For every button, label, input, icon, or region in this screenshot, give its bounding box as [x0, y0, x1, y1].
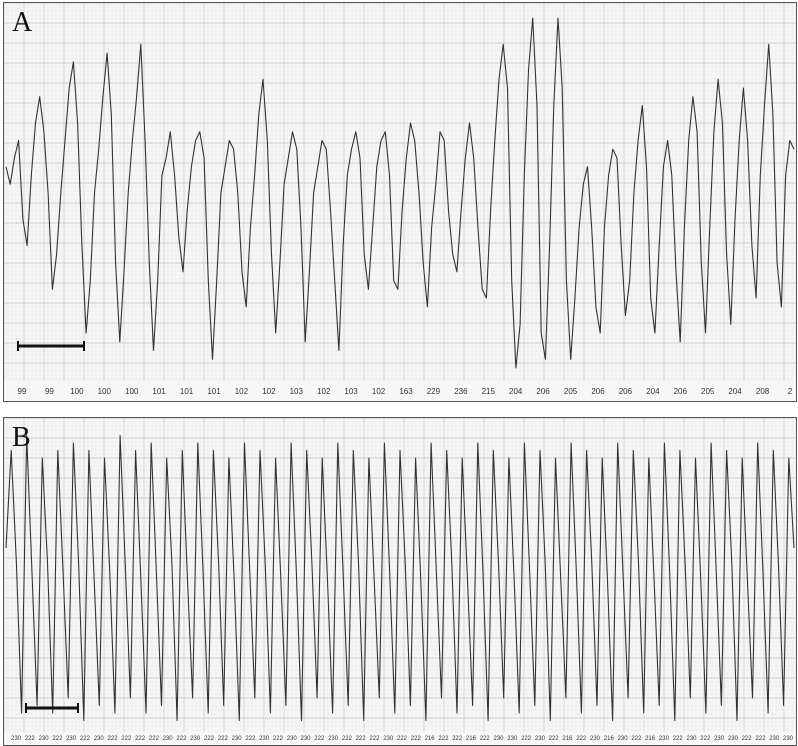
interval-label: 230	[590, 736, 601, 742]
interval-label: 222	[342, 736, 353, 742]
interval-label: 208	[756, 387, 770, 396]
interval-label: 236	[454, 387, 468, 396]
interval-label: 222	[25, 736, 36, 742]
interval-label: 222	[673, 736, 684, 742]
interval-label: 103	[344, 387, 358, 396]
interval-label: 206	[536, 387, 550, 396]
interval-label: 230	[163, 736, 174, 742]
interval-label: 222	[397, 736, 408, 742]
interval-label: 230	[507, 736, 518, 742]
interval-label: 204	[509, 387, 523, 396]
ecg-trace	[5, 434, 795, 722]
interval-label: 229	[427, 387, 441, 396]
interval-label: 230	[659, 736, 670, 742]
interval-label: 222	[218, 736, 229, 742]
interval-label: 216	[425, 736, 436, 742]
interval-label: 222	[121, 736, 132, 742]
interval-label: 222	[245, 736, 256, 742]
interval-label: 222	[521, 736, 532, 742]
interval-label: 222	[204, 736, 215, 742]
interval-label: 230	[686, 736, 697, 742]
interval-label: 215	[482, 387, 496, 396]
interval-label: 205	[564, 387, 578, 396]
scale-bar	[25, 703, 79, 713]
interval-label: 216	[604, 736, 615, 742]
interval-label: 222	[549, 736, 560, 742]
interval-label: 230	[328, 736, 339, 742]
interval-label: 222	[273, 736, 284, 742]
interval-label: 100	[70, 387, 84, 396]
interval-label: 204	[728, 387, 742, 396]
interval-label: 206	[619, 387, 633, 396]
interval-label: 222	[576, 736, 587, 742]
interval-label: 205	[701, 387, 715, 396]
panel-a: 99 99 100 100 100 101 101 101 102 102 103 102 103 102…	[3, 2, 797, 402]
interval-label: 230	[383, 736, 394, 742]
panel-b: 230 222 230 222 230 222 230 222 222 222 222 230 222 2…	[3, 417, 797, 746]
interval-label: 101	[152, 387, 166, 396]
interval-label: 102	[235, 387, 249, 396]
interval-label: 101	[180, 387, 194, 396]
interval-label: 230	[783, 736, 794, 742]
interval-label: 230	[728, 736, 739, 742]
interval-label: 230	[232, 736, 243, 742]
interval-label: 99	[18, 387, 27, 396]
interval-label: 101	[207, 387, 221, 396]
ecg-chart-b: 230 222 230 222 230 222 230 222 222 222 222 230 222 2…	[4, 418, 796, 742]
interval-label: 102	[262, 387, 276, 396]
interval-label: 222	[369, 736, 380, 742]
scale-bar	[17, 341, 85, 351]
interval-label: 230	[287, 736, 298, 742]
interval-label: 100	[125, 387, 139, 396]
interval-label: 222	[176, 736, 187, 742]
panel-b-label: B	[12, 422, 31, 453]
interval-label: 204	[646, 387, 660, 396]
interval-label: 99	[45, 387, 54, 396]
interval-label: 230	[769, 736, 780, 742]
interval-label: 230	[714, 736, 725, 742]
interval-label: 222	[755, 736, 766, 742]
interval-label: 222	[80, 736, 91, 742]
interval-label: 230	[535, 736, 546, 742]
interval-label: 222	[700, 736, 711, 742]
ecg-trace	[5, 17, 795, 369]
interval-label: 230	[493, 736, 504, 742]
interval-label: 222	[452, 736, 463, 742]
interval-label: 222	[149, 736, 160, 742]
interval-label: 103	[290, 387, 304, 396]
interval-label: 230	[94, 736, 105, 742]
interval-label: 222	[438, 736, 449, 742]
interval-label: 222	[52, 736, 63, 742]
interval-label: 216	[466, 736, 477, 742]
grid	[4, 3, 796, 381]
interval-label: 230	[11, 736, 22, 742]
interval-label: 2	[788, 387, 793, 396]
interval-label: 222	[631, 736, 642, 742]
interval-label: 206	[674, 387, 688, 396]
interval-label: 102	[317, 387, 331, 396]
interval-label: 222	[107, 736, 118, 742]
ecg-chart-a: 99 99 100 100 100 101 101 101 102 102 103 102 103 102…	[4, 3, 796, 396]
interval-label: 230	[259, 736, 270, 742]
interval-label: 222	[411, 736, 422, 742]
interval-label: 222	[135, 736, 146, 742]
interval-label: 163	[399, 387, 413, 396]
interval-label: 222	[742, 736, 753, 742]
interval-label: 222	[314, 736, 325, 742]
interval-label: 230	[66, 736, 77, 742]
interval-label: 230	[618, 736, 629, 742]
interval-label: 216	[645, 736, 656, 742]
interval-label: 230	[300, 736, 311, 742]
interval-label: 222	[480, 736, 491, 742]
interval-label: 206	[591, 387, 605, 396]
interval-label: 222	[356, 736, 367, 742]
interval-label: 216	[562, 736, 573, 742]
interval-label: 102	[372, 387, 386, 396]
interval-label: 230	[190, 736, 201, 742]
interval-label: 230	[39, 736, 50, 742]
interval-label: 100	[98, 387, 112, 396]
panel-a-label: A	[12, 7, 33, 38]
